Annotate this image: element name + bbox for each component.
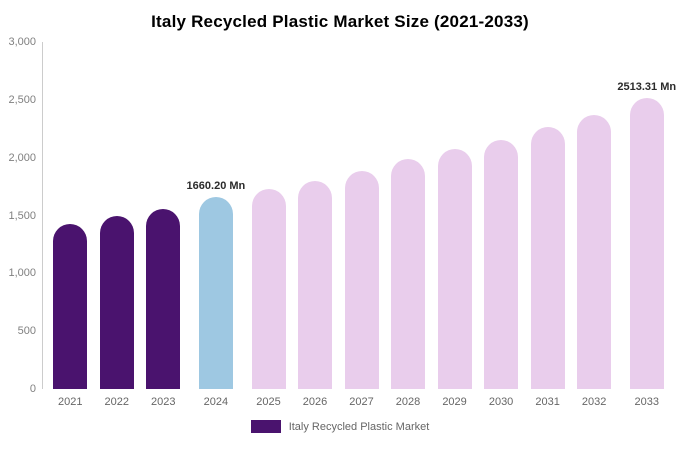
bar[interactable] (391, 159, 426, 389)
bar-chart: 0 500 1,000 1,500 2,000 2,500 3,000 2021 2022 20… (0, 36, 680, 408)
x-axis-label: 2030 (488, 396, 514, 408)
bar-value-label: 1660.20 Mn (186, 179, 246, 192)
bar-column: 2029 (431, 42, 478, 408)
y-tick-label: 0 (29, 383, 36, 395)
y-tick-label: 2,000 (8, 151, 36, 164)
bar-column: 2028 (385, 42, 432, 408)
bar[interactable] (146, 209, 181, 389)
bar-column: 2026 (292, 42, 339, 408)
bar-column: 2031 (524, 42, 571, 408)
x-axis-label: 2032 (581, 396, 607, 408)
y-axis: 0 500 1,000 1,500 2,000 2,500 3,000 (0, 36, 42, 395)
bar-column: 2513.31 Mn 2033 (617, 42, 677, 408)
bar-column: 2032 (571, 42, 618, 408)
bar[interactable] (437, 149, 472, 389)
bar-value-label: 2513.31 Mn (617, 81, 677, 94)
bar-column: 2022 (94, 42, 141, 408)
bar-column: 2025 (245, 42, 292, 408)
bar[interactable] (298, 180, 333, 389)
x-axis-label: 2028 (395, 396, 421, 408)
bar-column: 2021 (47, 42, 94, 408)
bars-container: 2021 2022 2023 1660.20 Mn 2024 2025 2026 2027 20… (43, 42, 680, 408)
bar[interactable] (344, 170, 379, 389)
bar-column: 2027 (338, 42, 385, 408)
y-tick-label: 3,000 (8, 36, 36, 48)
x-axis-label: 2029 (442, 396, 467, 408)
legend[interactable]: Italy Recycled Plastic Market (0, 420, 680, 433)
x-axis-label: 2022 (104, 396, 129, 408)
x-axis-label: 2031 (535, 396, 560, 408)
x-axis-label: 2025 (256, 396, 281, 408)
bar[interactable] (53, 224, 88, 389)
plot-area: 2021 2022 2023 1660.20 Mn 2024 2025 2026 2027 20… (42, 42, 680, 408)
x-axis-label: 2033 (634, 396, 659, 408)
x-axis-label: 2023 (151, 396, 176, 408)
y-tick-label: 1,500 (8, 209, 36, 222)
bar[interactable] (530, 127, 565, 389)
x-axis-label: 2027 (349, 396, 374, 408)
y-tick-label: 1,000 (8, 267, 36, 280)
legend-swatch (250, 420, 281, 433)
bar[interactable] (198, 196, 233, 389)
bar[interactable] (251, 189, 286, 389)
x-axis-label: 2021 (58, 396, 83, 408)
y-tick-label: 500 (17, 325, 36, 338)
x-axis-label: 2024 (203, 396, 229, 408)
y-tick-label: 2,500 (8, 93, 36, 106)
bar-column: 1660.20 Mn 2024 (186, 42, 246, 408)
bar[interactable] (577, 114, 612, 389)
chart-title: Italy Recycled Plastic Market Size (2021… (151, 12, 529, 31)
bar[interactable] (484, 139, 519, 389)
x-axis-label: 2026 (302, 396, 328, 408)
bar[interactable] (629, 98, 664, 389)
bar-column: 2030 (478, 42, 525, 408)
legend-label: Italy Recycled Plastic Market (288, 420, 430, 433)
bar[interactable] (99, 216, 134, 389)
bar-column: 2023 (140, 42, 187, 408)
